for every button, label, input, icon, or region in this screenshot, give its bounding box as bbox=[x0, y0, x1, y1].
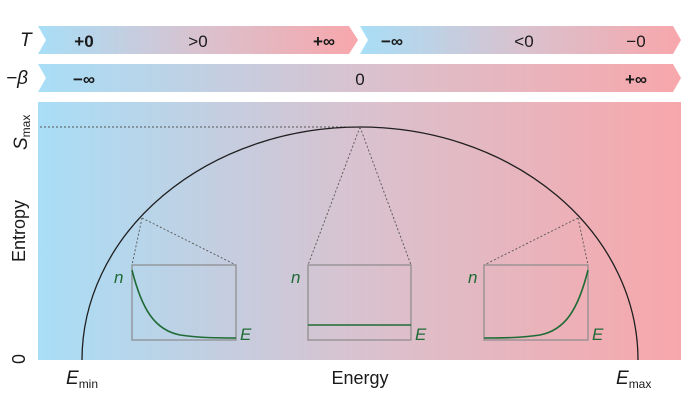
x-right-label: Emax bbox=[616, 368, 651, 391]
y-axis-label: Entropy bbox=[9, 200, 29, 262]
projection-right-b bbox=[577, 217, 589, 266]
temperature-arrow-negative bbox=[360, 26, 681, 54]
beta-symbol: −β bbox=[6, 68, 28, 89]
x-right-label-sub: max bbox=[629, 377, 652, 391]
projection-left-a bbox=[131, 217, 143, 266]
y-top-label-sub: max bbox=[19, 115, 33, 138]
x-axis-label: Energy bbox=[331, 368, 388, 388]
projection-mid-a bbox=[307, 126, 361, 266]
temperature-label-negative: <0 bbox=[514, 32, 533, 51]
projection-mid-b bbox=[359, 126, 412, 266]
beta-label-plus-infinity: +∞ bbox=[625, 70, 647, 89]
temperature-symbol: T bbox=[20, 30, 33, 51]
inset-high-energy-curve bbox=[483, 269, 589, 339]
x-left-label: Emin bbox=[66, 368, 98, 391]
x-left-label-sub: min bbox=[79, 377, 98, 391]
inset-high-energy-xlabel: E bbox=[592, 325, 604, 344]
inset-low-energy-curve bbox=[131, 269, 237, 339]
inset-mid-energy-xlabel: E bbox=[415, 325, 427, 344]
y-top-label-main: S bbox=[11, 137, 32, 150]
inset-high-energy-ylabel: n bbox=[468, 268, 477, 287]
inset-mid-energy-frame bbox=[307, 264, 412, 341]
inset-low-energy-frame bbox=[131, 264, 237, 341]
x-right-label-main: E bbox=[616, 368, 629, 389]
temperature-label-plus-infinity: +∞ bbox=[313, 32, 335, 51]
temperature-label-positive: >0 bbox=[188, 32, 207, 51]
x-left-label-main: E bbox=[66, 368, 79, 389]
beta-label-zero: 0 bbox=[355, 70, 364, 89]
beta-label-minus-infinity: −∞ bbox=[73, 70, 95, 89]
temperature-label-minus-infinity: −∞ bbox=[381, 32, 403, 51]
plot-background bbox=[38, 102, 681, 360]
beta-arrow bbox=[38, 64, 681, 92]
y-bottom-label: 0 bbox=[9, 354, 29, 364]
inset-high-energy-frame bbox=[483, 264, 589, 341]
temperature-arrow-positive bbox=[38, 26, 358, 54]
inset-mid-energy-ylabel: n bbox=[291, 268, 300, 287]
temperature-label-minus-zero: −0 bbox=[626, 32, 645, 51]
inset-low-energy-xlabel: E bbox=[240, 325, 252, 344]
projection-right-a bbox=[483, 217, 579, 266]
temperature-label-plus-zero: +0 bbox=[74, 32, 93, 51]
y-top-label: Smax bbox=[11, 115, 33, 150]
projection-left-b bbox=[141, 217, 237, 266]
inset-low-energy-ylabel: n bbox=[114, 268, 123, 287]
